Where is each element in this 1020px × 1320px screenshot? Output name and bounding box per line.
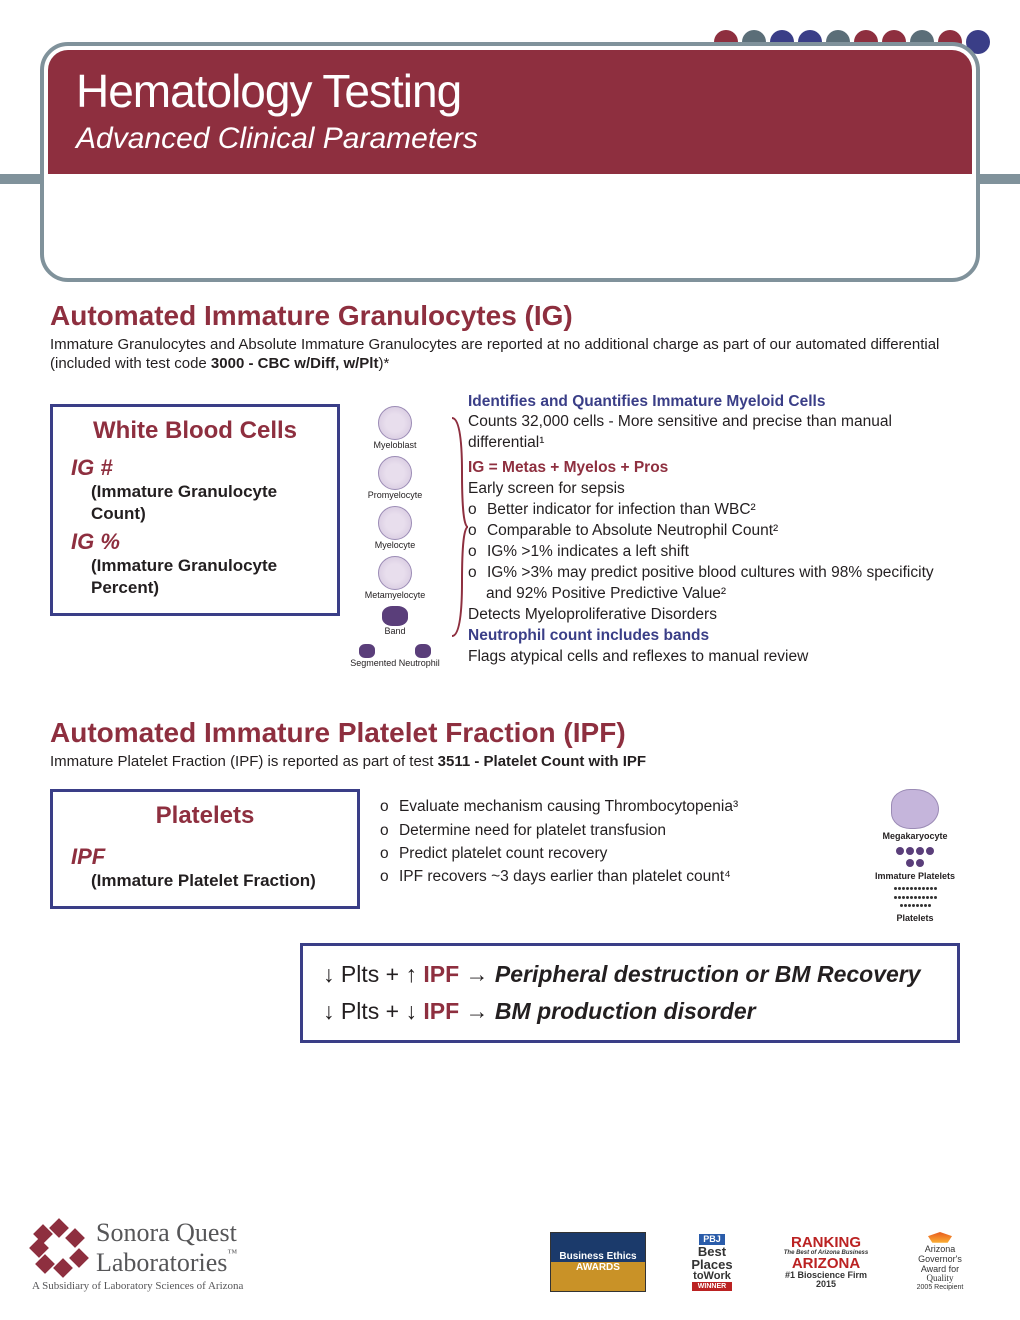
platelet-box: Platelets IPF (Immature Platelet Fractio… xyxy=(50,789,360,909)
header-stripe-right xyxy=(980,174,1020,184)
ipf-bullet: Determine need for platelet transfusion xyxy=(398,819,840,842)
ig-info-heading-2: Neutrophil count includes bands xyxy=(468,626,948,647)
arrow-down-icon xyxy=(323,961,335,987)
platelet-box-title: Platelets xyxy=(71,802,339,830)
ig-formula: IG = Metas + Myelos + Pros xyxy=(468,458,948,479)
company-name-line-1: Sonora Quest xyxy=(96,1218,237,1248)
ig-info-line: Flags atypical cells and reflexes to man… xyxy=(468,647,948,668)
section-intro-ipf: Immature Platelet Fraction (IPF) is repo… xyxy=(50,753,970,772)
section-intro-ig: Immature Granulocytes and Absolute Immat… xyxy=(50,336,970,374)
ig-info-heading-1: Identifies and Quantifies Immature Myelo… xyxy=(468,392,948,413)
badge-best-places-to-work: PBJ Best Places toWork WINNER xyxy=(664,1232,760,1292)
ig-bullet: IG% >3% may predict positive blood cultu… xyxy=(486,563,948,605)
sonora-quest-logo-icon xyxy=(32,1221,86,1275)
page-subtitle: Advanced Clinical Parameters xyxy=(76,122,944,156)
badge-business-ethics: Business Ethics AWARDS xyxy=(550,1232,646,1292)
wbc-box: White Blood Cells IG # (Immature Granulo… xyxy=(50,404,340,616)
interpretation-box: Plts + IPF Peripheral destruction or BM … xyxy=(300,943,960,1043)
ipf-info-column: Evaluate mechanism causing Thrombocytope… xyxy=(380,789,840,888)
footer: Sonora Quest Laboratories™ A Subsidiary … xyxy=(32,1218,988,1292)
arrow-down-icon xyxy=(405,998,417,1024)
metric-ig-count-label: (Immature Granulocyte Count) xyxy=(71,481,319,525)
award-badges: Business Ethics AWARDS PBJ Best Places t… xyxy=(550,1232,988,1292)
section-heading-ipf: Automated Immature Platelet Fraction (IP… xyxy=(50,717,970,749)
company-subtitle: A Subsidiary of Laboratory Sciences of A… xyxy=(32,1280,243,1292)
arrow-up-icon xyxy=(405,961,417,987)
badge-governors-award: Arizona Governor's Award for Quality 200… xyxy=(892,1232,988,1292)
arrow-right-icon xyxy=(466,998,489,1024)
section-heading-ig: Automated Immature Granulocytes (IG) xyxy=(50,300,970,332)
ig-info-column: Identifies and Quantifies Immature Myelo… xyxy=(468,392,948,668)
ig-info-line: Counts 32,000 cells - More sensitive and… xyxy=(468,412,948,454)
ipf-bullet: Predict platelet count recovery xyxy=(398,842,840,865)
ipf-bullet: Evaluate mechanism causing Thrombocytope… xyxy=(398,795,840,818)
platelet-lineage-column: Megakaryocyte Immature Platelets Platele… xyxy=(860,789,970,923)
ig-info-line: Early screen for sepsis xyxy=(468,479,948,500)
arrow-down-icon xyxy=(323,998,335,1024)
ig-bullet: Comparable to Absolute Neutrophil Count² xyxy=(486,521,948,542)
company-logo: Sonora Quest Laboratories™ xyxy=(32,1218,243,1278)
metric-ig-percent: IG % xyxy=(71,529,319,555)
ig-info-line: Detects Myeloproliferative Disorders xyxy=(468,605,948,626)
wbc-box-title: White Blood Cells xyxy=(71,417,319,445)
header-stripe-left xyxy=(0,174,40,184)
metric-ipf: IPF xyxy=(71,844,339,870)
metric-ig-percent-label: (Immature Granulocyte Percent) xyxy=(71,555,319,599)
cell-lineage-column: Myeloblast Promyelocyte Myelocyte Metamy… xyxy=(340,392,450,674)
metric-ipf-label: (Immature Platelet Fraction) xyxy=(71,870,339,892)
metric-ig-count: IG # xyxy=(71,455,319,481)
interpretation-row-2: Plts + IPF BM production disorder xyxy=(323,993,937,1030)
page-title: Hematology Testing xyxy=(76,64,944,118)
bracket-icon xyxy=(450,412,468,687)
ipf-bullet: IPF recovers ~3 days earlier than platel… xyxy=(398,865,840,888)
ig-bullet: Better indicator for infection than WBC² xyxy=(486,500,948,521)
company-name-line-2: Laboratories™ xyxy=(96,1248,237,1278)
badge-ranking-arizona: RANKING The Best of Arizona Business ARI… xyxy=(778,1232,874,1292)
main-content: Automated Immature Granulocytes (IG) Imm… xyxy=(50,300,970,1043)
title-panel: Hematology Testing Advanced Clinical Par… xyxy=(40,42,980,282)
arrow-right-icon xyxy=(466,961,489,987)
ig-bullet: IG% >1% indicates a left shift xyxy=(486,542,948,563)
interpretation-row-1: Plts + IPF Peripheral destruction or BM … xyxy=(323,956,937,993)
